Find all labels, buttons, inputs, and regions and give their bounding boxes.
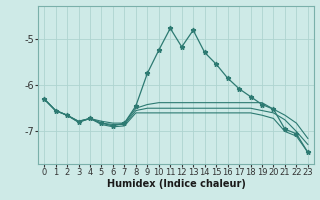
X-axis label: Humidex (Indice chaleur): Humidex (Indice chaleur) <box>107 179 245 189</box>
